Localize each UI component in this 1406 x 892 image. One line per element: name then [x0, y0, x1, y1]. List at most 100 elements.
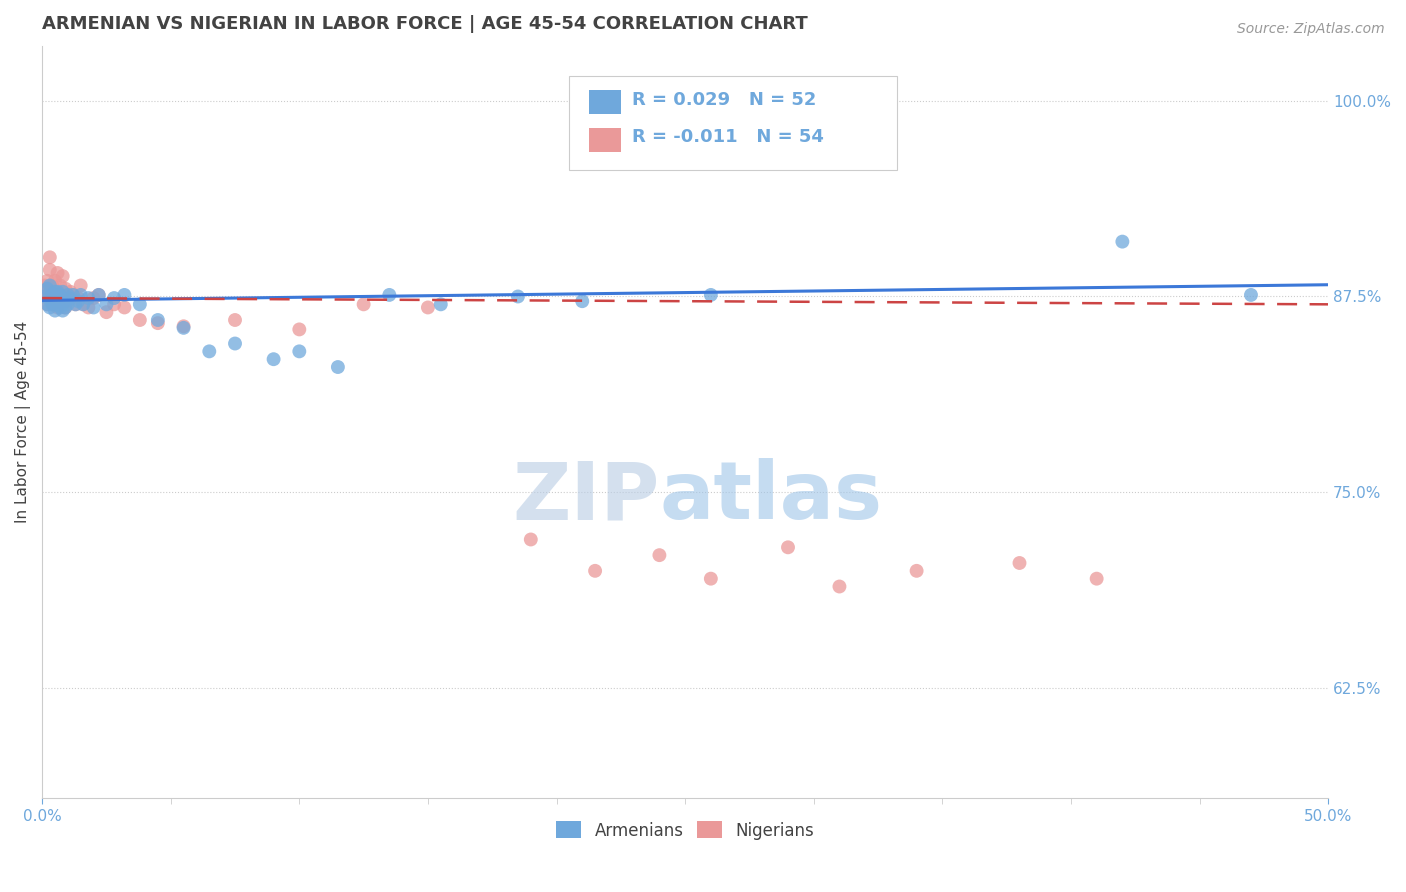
Point: [52, 303, 75, 318]
Point: [67, 291, 90, 305]
Point: [53, 282, 76, 296]
Point: [41, 285, 63, 299]
Point: [69, 278, 91, 293]
Point: [103, 297, 125, 311]
Point: [46, 301, 69, 315]
Point: [429, 297, 451, 311]
Text: ARMENIAN VS NIGERIAN IN LABOR FORCE | AGE 45-54 CORRELATION CHART: ARMENIAN VS NIGERIAN IN LABOR FORCE | AG…: [42, 15, 808, 33]
Point: [173, 319, 195, 334]
Point: [41, 278, 63, 293]
Point: [224, 313, 246, 327]
Text: R = 0.029   N = 52: R = 0.029 N = 52: [633, 91, 817, 109]
Point: [583, 564, 606, 578]
Point: [41, 297, 63, 311]
Point: [41, 297, 63, 311]
Y-axis label: In Labor Force | Age 45-54: In Labor Force | Age 45-54: [15, 321, 31, 523]
Point: [326, 359, 349, 374]
Point: [46, 288, 69, 302]
Point: [378, 288, 401, 302]
Point: [72, 297, 94, 311]
Point: [56, 294, 79, 309]
Point: [53, 301, 76, 315]
Point: [56, 288, 79, 302]
Point: [38, 301, 60, 315]
Point: [700, 288, 723, 302]
Point: [44, 294, 66, 309]
Point: [44, 274, 66, 288]
Point: [103, 291, 125, 305]
Point: [146, 313, 169, 327]
Point: [96, 305, 118, 319]
Point: [1111, 235, 1133, 249]
Point: [34, 289, 56, 303]
Point: [700, 572, 723, 586]
Point: [46, 288, 69, 302]
Point: [44, 285, 66, 299]
Point: [506, 289, 529, 303]
Point: [62, 288, 84, 302]
FancyBboxPatch shape: [589, 90, 621, 114]
Point: [38, 250, 60, 264]
Point: [128, 297, 150, 311]
Point: [648, 548, 671, 562]
Point: [65, 297, 87, 311]
Point: [56, 297, 79, 311]
Text: R = -0.011   N = 54: R = -0.011 N = 54: [633, 128, 824, 146]
Point: [69, 288, 91, 302]
Point: [112, 288, 135, 302]
Point: [38, 263, 60, 277]
Point: [83, 301, 105, 315]
Point: [46, 297, 69, 311]
Point: [776, 541, 799, 555]
Text: atlas: atlas: [659, 458, 883, 536]
Point: [828, 580, 851, 594]
Point: [52, 294, 75, 309]
Point: [72, 297, 94, 311]
Point: [77, 291, 100, 305]
Point: [53, 294, 76, 309]
Point: [65, 297, 87, 311]
FancyBboxPatch shape: [589, 128, 621, 152]
Point: [41, 288, 63, 302]
Point: [59, 291, 82, 305]
Point: [52, 294, 75, 309]
Point: [38, 289, 60, 303]
Point: [263, 352, 285, 367]
Point: [44, 303, 66, 318]
Text: Source: ZipAtlas.com: Source: ZipAtlas.com: [1237, 22, 1385, 37]
Point: [128, 313, 150, 327]
Point: [112, 301, 135, 315]
Text: ZIP: ZIP: [512, 458, 659, 536]
Point: [198, 344, 221, 359]
Point: [87, 288, 110, 302]
Point: [41, 291, 63, 305]
Point: [288, 344, 311, 359]
Point: [49, 291, 72, 305]
Point: [288, 322, 311, 336]
Point: [38, 278, 60, 293]
Point: [37, 297, 59, 311]
Point: [38, 288, 60, 302]
Point: [34, 278, 56, 293]
Point: [52, 285, 75, 299]
Point: [416, 301, 439, 315]
Point: [1008, 556, 1031, 570]
Point: [87, 288, 110, 302]
Point: [52, 269, 75, 284]
FancyBboxPatch shape: [569, 76, 897, 169]
Legend: Armenians, Nigerians: Armenians, Nigerians: [550, 814, 821, 847]
Point: [56, 288, 79, 302]
Point: [37, 285, 59, 299]
Point: [146, 316, 169, 330]
Point: [44, 294, 66, 309]
Point: [520, 533, 543, 547]
Point: [52, 285, 75, 299]
Point: [96, 297, 118, 311]
Point: [49, 301, 72, 315]
Point: [1085, 572, 1108, 586]
Point: [353, 297, 375, 311]
Point: [224, 336, 246, 351]
Point: [37, 297, 59, 311]
Point: [34, 288, 56, 302]
Point: [49, 288, 72, 302]
